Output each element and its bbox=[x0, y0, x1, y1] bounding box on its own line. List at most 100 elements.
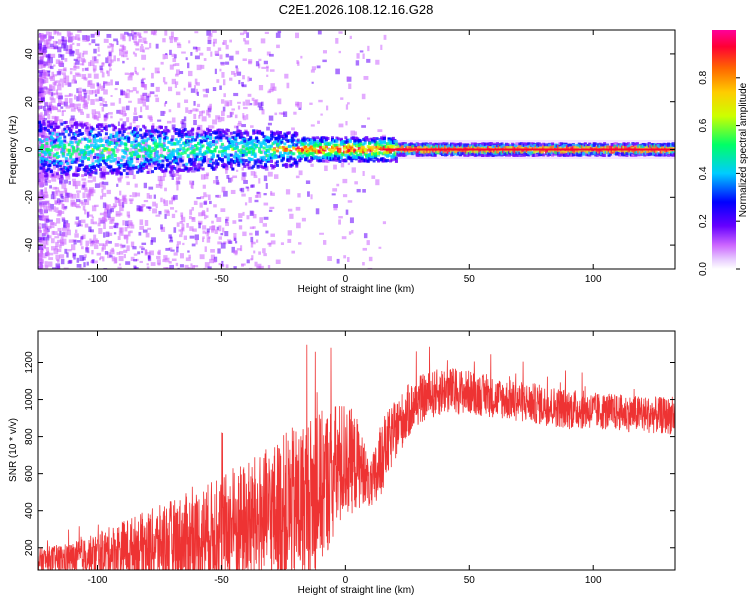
spectrogram-band-cell bbox=[325, 145, 329, 149]
spectrogram-band-cell bbox=[201, 144, 205, 148]
spectrogram-speckle bbox=[283, 111, 288, 117]
spectrogram-band-cell bbox=[121, 149, 125, 153]
spectrogram-band-cell bbox=[176, 142, 180, 146]
spectrogram-speckle bbox=[198, 222, 201, 229]
spectrogram-band-cell bbox=[72, 149, 76, 153]
spectrogram-band-cell bbox=[186, 143, 190, 147]
spectrogram-speckle bbox=[192, 46, 198, 50]
spectrogram-speckle bbox=[43, 208, 48, 214]
spectrogram-band-cell bbox=[85, 122, 89, 126]
spectrogram-speckle bbox=[91, 109, 96, 115]
spectrogram-band-cell bbox=[58, 144, 62, 148]
spectrogram-band-cell bbox=[43, 151, 47, 155]
spectrogram-band-cell bbox=[351, 153, 355, 157]
spectrogram-band-cell bbox=[52, 140, 56, 144]
spectrogram-speckle bbox=[42, 206, 48, 209]
spectrogram-band-cell bbox=[256, 158, 260, 162]
spectrogram-speckle bbox=[189, 180, 192, 185]
spectrogram-band-cell bbox=[362, 150, 366, 154]
spectrogram-band-cell bbox=[200, 163, 204, 167]
spectrogram-band-cell bbox=[192, 151, 196, 155]
spectrogram-band-cell bbox=[137, 154, 141, 158]
spectrogram-speckle bbox=[81, 96, 86, 103]
spectrogram-speckle bbox=[267, 90, 272, 94]
spectrogram-band-cell bbox=[139, 163, 143, 167]
spectrogram-speckle bbox=[76, 73, 82, 77]
spectrogram-speckle bbox=[350, 130, 355, 136]
spectrogram-speckle bbox=[196, 64, 202, 71]
spectrogram-speckle bbox=[247, 48, 252, 52]
spectrogram-band-cell bbox=[329, 148, 333, 152]
spectrogram-band-cell bbox=[116, 160, 120, 164]
spectrogram-speckle bbox=[51, 115, 57, 120]
spectrogram-speckle bbox=[193, 265, 199, 268]
spectrogram-band-cell bbox=[385, 142, 389, 146]
spectrogram-band-cell bbox=[38, 138, 41, 142]
spectrogram-speckle bbox=[225, 61, 230, 65]
spectrogram-speckle bbox=[120, 112, 124, 115]
spectrogram-speckle bbox=[260, 149, 265, 154]
spectrogram-band-cell bbox=[375, 137, 379, 141]
spectrogram-speckle bbox=[38, 164, 42, 168]
spectrogram-band-cell bbox=[195, 155, 199, 159]
spectrogram-band-cell bbox=[87, 145, 91, 149]
spectrogram-speckle bbox=[305, 180, 311, 185]
spectrogram-speckle bbox=[175, 181, 178, 185]
spectrogram-band-cell bbox=[104, 125, 108, 129]
spectrogram-band-cell bbox=[45, 141, 49, 145]
spectrogram-band-cell bbox=[156, 162, 160, 166]
spectrogram-band-cell bbox=[45, 169, 49, 173]
spectrogram-speckle bbox=[176, 184, 179, 191]
spectrogram-speckle bbox=[47, 57, 50, 63]
spectrogram-band-cell bbox=[107, 156, 111, 160]
spectrogram-band-cell bbox=[275, 149, 279, 153]
spectrogram-band-cell bbox=[500, 142, 504, 146]
spectrogram-speckle bbox=[131, 30, 134, 35]
spectrogram-speckle bbox=[58, 83, 62, 86]
spectrogram-band-cell bbox=[287, 148, 291, 152]
spectrogram-speckle bbox=[378, 246, 382, 249]
spectrogram-speckle bbox=[92, 176, 97, 182]
spectrogram-speckle bbox=[117, 140, 122, 143]
spectrogram-band-cell bbox=[168, 156, 172, 160]
spectrogram-speckle bbox=[192, 228, 197, 232]
spectrogram-band-cell bbox=[151, 138, 155, 142]
spectrogram-speckle bbox=[86, 132, 91, 137]
spectrogram-speckle bbox=[131, 34, 135, 40]
spectrogram-band-cell bbox=[115, 172, 119, 176]
spectrogram-speckle bbox=[55, 246, 58, 250]
spectrogram-speckle bbox=[208, 113, 211, 118]
spectrogram-speckle bbox=[165, 101, 168, 104]
spectrogram-band-cell bbox=[283, 142, 287, 146]
spectrogram-speckle bbox=[139, 115, 143, 119]
spectrogram-speckle bbox=[122, 198, 128, 205]
spectrogram-band-cell bbox=[182, 169, 186, 173]
spectrogram-band-cell bbox=[130, 141, 134, 145]
spectrogram-band-cell bbox=[88, 132, 92, 136]
spectrogram-speckle bbox=[65, 223, 70, 228]
spectrogram-band-cell bbox=[213, 147, 217, 151]
spectrogram-speckle bbox=[259, 265, 264, 269]
spectrogram-speckle bbox=[348, 83, 352, 90]
spectrogram-band-cell bbox=[66, 125, 70, 129]
spectrogram-band-cell bbox=[362, 146, 366, 150]
spectrogram-speckle bbox=[367, 45, 370, 52]
spectrogram-band-cell bbox=[522, 153, 526, 157]
spectrogram-band-cell bbox=[161, 163, 165, 167]
spectrogram-band-cell bbox=[269, 144, 273, 148]
spectrogram-speckle bbox=[258, 251, 261, 255]
spectrogram-band-cell bbox=[204, 139, 208, 143]
spectrogram-speckle bbox=[104, 136, 109, 141]
spectrogram-speckle bbox=[327, 256, 332, 261]
spectrogram-band-cell bbox=[243, 138, 247, 142]
spectrogram-speckle bbox=[181, 227, 185, 232]
spectrogram-band-cell bbox=[88, 164, 92, 168]
spectrogram-speckle bbox=[70, 115, 75, 120]
spectrogram-band-cell bbox=[198, 166, 202, 170]
spectrogram-band-cell bbox=[94, 159, 98, 163]
spectrogram-band-cell bbox=[134, 150, 138, 154]
spectrogram-band-cell bbox=[164, 125, 168, 129]
spectrogram-speckle bbox=[43, 144, 49, 147]
spectrogram-band-cell bbox=[240, 141, 244, 145]
spectrogram-band-cell bbox=[217, 150, 221, 154]
